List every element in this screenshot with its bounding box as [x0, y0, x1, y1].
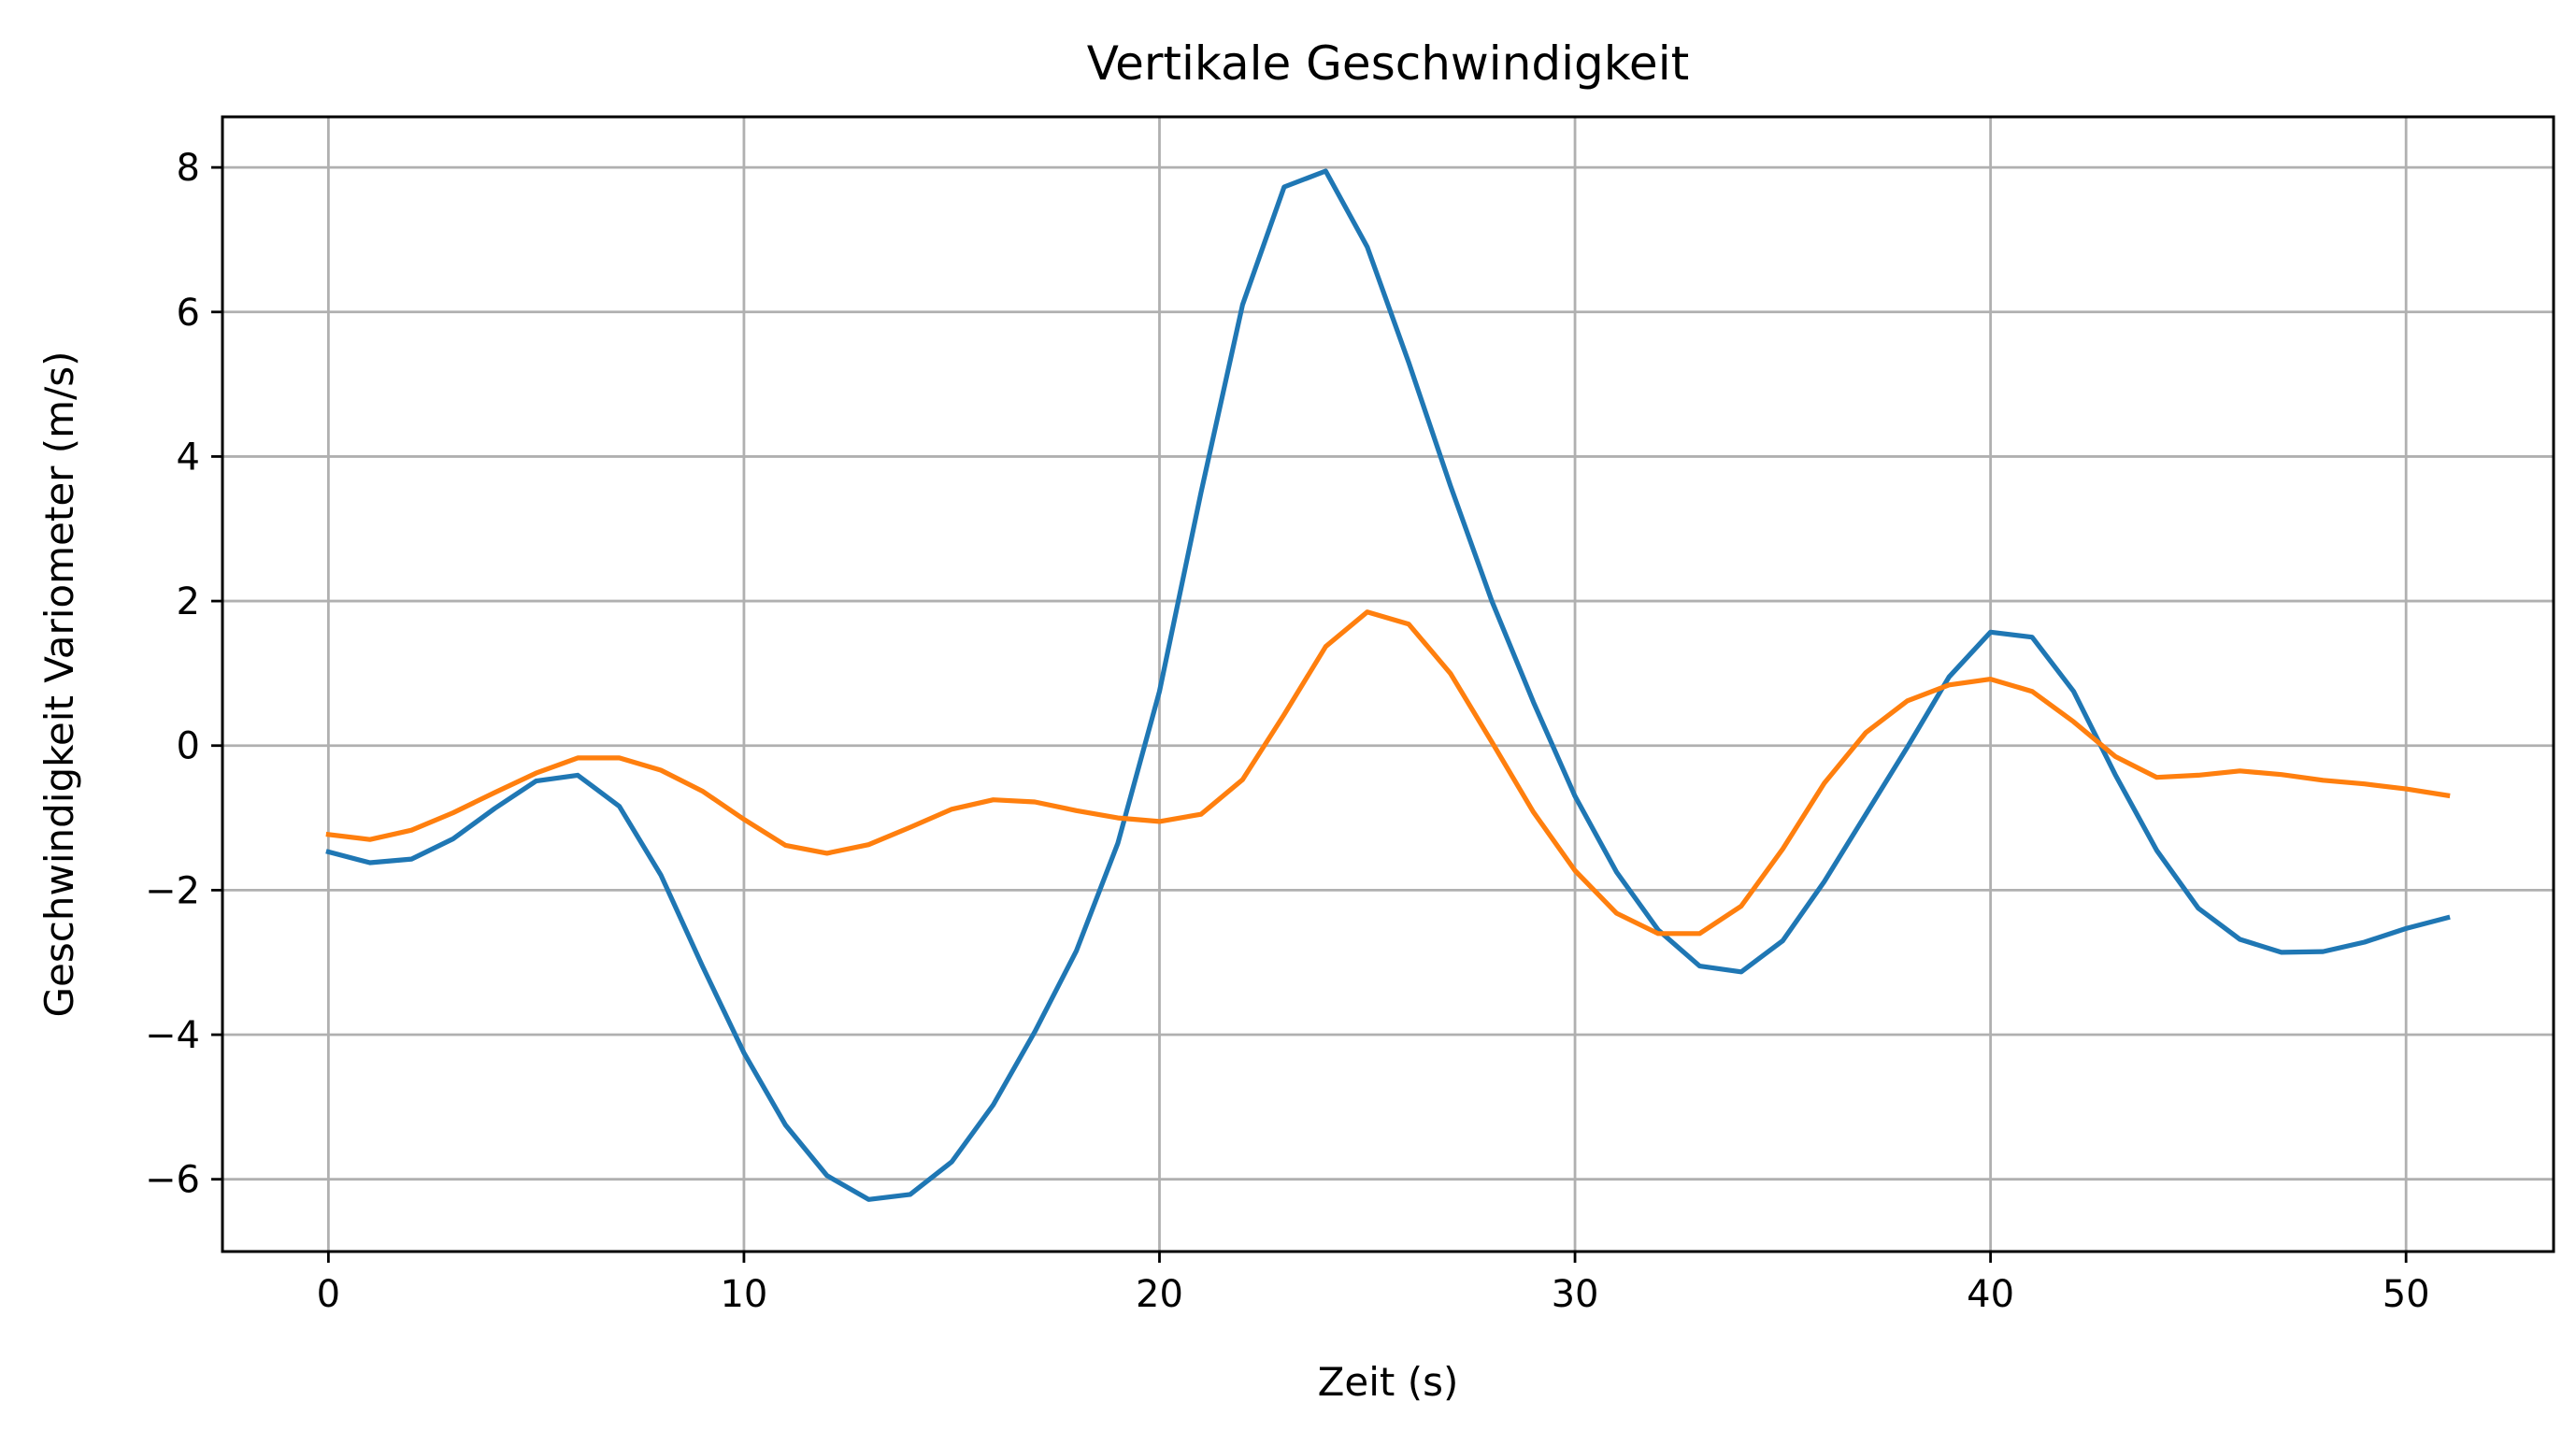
x-tick-label: 20: [1136, 1273, 1183, 1316]
plot-frame: [221, 115, 2555, 1253]
y-tick-label: 8: [177, 147, 200, 190]
y-tick-label: −4: [145, 1014, 200, 1057]
grid: [222, 117, 2554, 1252]
y-axis-label: Geschwindigkeit Variometer (m/s): [36, 351, 82, 1018]
x-tick-label: 30: [1552, 1273, 1599, 1316]
ticks: 0 10 20 30 40 50 −6 −4 −2 0 2 4 6 8: [145, 147, 2430, 1316]
x-tick-label: 10: [720, 1273, 767, 1316]
series-lines: [325, 168, 2451, 1202]
y-tick-label: 4: [177, 436, 200, 479]
x-tick-label: 0: [317, 1273, 340, 1316]
y-tick-label: 6: [177, 292, 200, 335]
x-tick-label: 50: [2383, 1273, 2430, 1316]
y-tick-label: −2: [145, 869, 200, 912]
series-line-2: [325, 609, 2451, 937]
x-axis-label: Zeit (s): [1318, 1359, 1459, 1405]
y-tick-label: 2: [177, 580, 200, 623]
y-tick-label: 0: [177, 725, 200, 768]
y-tick-label: −6: [145, 1159, 200, 1202]
series-line-1: [325, 168, 2451, 1202]
chart-title: Vertikale Geschwindigkeit: [1087, 36, 1689, 91]
x-tick-label: 40: [1967, 1273, 2014, 1316]
